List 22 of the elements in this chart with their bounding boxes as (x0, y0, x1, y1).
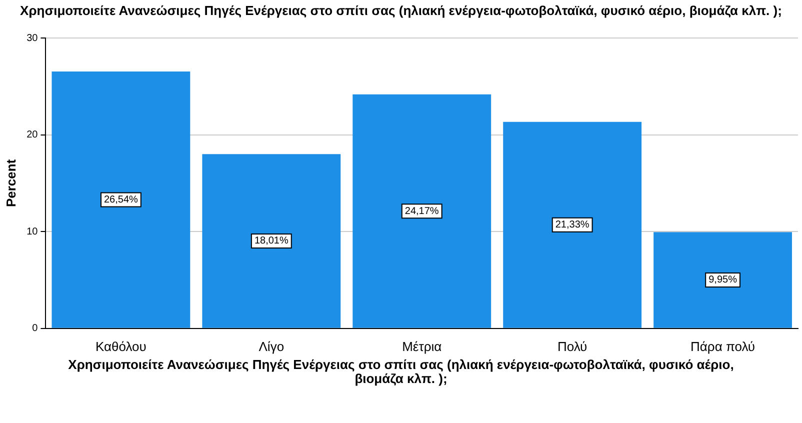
bar (352, 94, 492, 328)
y-axis-title: Percent (3, 158, 18, 208)
bar (52, 71, 190, 328)
x-tick-label: Πάρα πολύ (690, 338, 756, 354)
x-tick-label: Μέτρια (402, 338, 442, 354)
chart-title: Χρησιμοποιείτε Ανανεώσιμες Πηγές Ενέργειας στο σπίτι σας (ηλιακή ενέργεια-φωτοβολταϊκά, φυσικό αέριο, βιομάζα κλπ. ); (19, 3, 783, 18)
bar (202, 154, 341, 328)
x-tick-label: Πολύ (557, 338, 588, 354)
data-label: 24,17% (404, 206, 439, 217)
bar (503, 122, 642, 328)
x-tick-label: Καθόλου (96, 338, 146, 354)
data-label: 18,01% (254, 236, 288, 247)
bar (654, 232, 792, 328)
y-tick-label: 0 (32, 323, 38, 334)
y-tick-label: 10 (26, 226, 38, 238)
x-axis-title: Χρησιμοποιείτε Ανανεώσιμες Πηγές Ενέργειας στο σπίτι σας (ηλιακή ενέργεια-φωτοβολταϊκά, φυσικό αέριο, βιομάζα κλπ. ); (67, 357, 735, 386)
data-label: 9,95% (708, 274, 738, 286)
x-tick-label: Λίγο (258, 338, 284, 354)
data-label: 21,33% (555, 220, 590, 231)
y-tick-label: 20 (26, 130, 38, 141)
y-tick-label: 30 (26, 32, 38, 44)
data-label: 26,54% (104, 194, 138, 206)
